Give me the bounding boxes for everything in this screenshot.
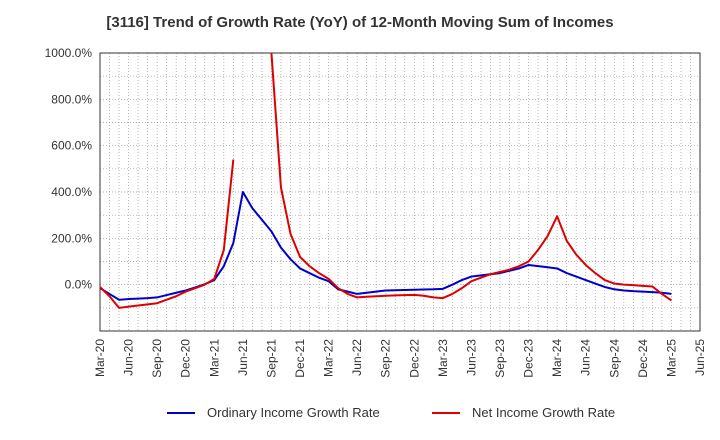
x-tick-label: Sep-24 (607, 339, 621, 378)
x-tick-label: Dec-22 (407, 339, 421, 378)
y-tick-label: 200.0% (51, 231, 92, 245)
y-tick-label: 800.0% (51, 92, 92, 106)
series-line-net-income (100, 159, 235, 309)
x-tick-label: Jun-22 (350, 339, 364, 376)
legend-label-net: Net Income Growth Rate (472, 405, 616, 420)
y-tick-label: 600.0% (51, 139, 92, 153)
x-tick-label: Dec-23 (522, 339, 536, 378)
y-tick-label: 400.0% (51, 185, 92, 199)
legend-swatch-net (432, 411, 460, 414)
x-tick-label: Mar-23 (436, 339, 450, 377)
x-tick-label: Mar-25 (664, 339, 678, 377)
x-tick-label: Mar-21 (207, 339, 221, 377)
x-tick-label: Jun-21 (236, 339, 250, 376)
series-layer (100, 53, 672, 309)
legend-swatch-ordinary (167, 411, 195, 414)
chart-title: [3116] Trend of Growth Rate (YoY) of 12-… (106, 14, 614, 31)
x-tick-label: Jun-20 (122, 339, 136, 376)
legend-item-ordinary: Ordinary Income Growth Rate (167, 405, 380, 420)
x-tick-label: Sep-20 (150, 339, 164, 378)
axis-layer (99, 52, 701, 332)
legend-item-net: Net Income Growth Rate (432, 405, 615, 420)
series-line-net-income (270, 53, 672, 302)
x-tick-label: Sep-22 (379, 339, 393, 378)
x-tick-label: Mar-20 (93, 339, 107, 377)
plot-frame (99, 52, 701, 332)
x-tick-label: Sep-23 (493, 339, 507, 378)
y-tick-label: 1000.0% (45, 46, 93, 60)
x-tick-label: Sep-21 (264, 339, 278, 378)
x-tick-label: Jun-24 (579, 339, 593, 376)
legend-label-ordinary: Ordinary Income Growth Rate (207, 405, 380, 420)
tick-label-layer: 0.0% 200.0% 400.0% 600.0% 800.0% 1000.0% Mar-2… (45, 46, 707, 378)
y-tick-label: 0.0% (65, 278, 93, 292)
chart-legend: Ordinary Income Growth Rate Net Income G… (0, 405, 720, 425)
x-tick-label: Mar-24 (550, 339, 564, 377)
x-tick-label: Dec-20 (179, 339, 193, 378)
x-tick-label: Jun-23 (464, 339, 478, 376)
x-tick-label: Dec-24 (636, 339, 650, 378)
x-tick-label: Dec-21 (293, 339, 307, 378)
x-tick-label: Jun-25 (693, 339, 707, 376)
x-tick-label: Mar-22 (322, 339, 336, 377)
